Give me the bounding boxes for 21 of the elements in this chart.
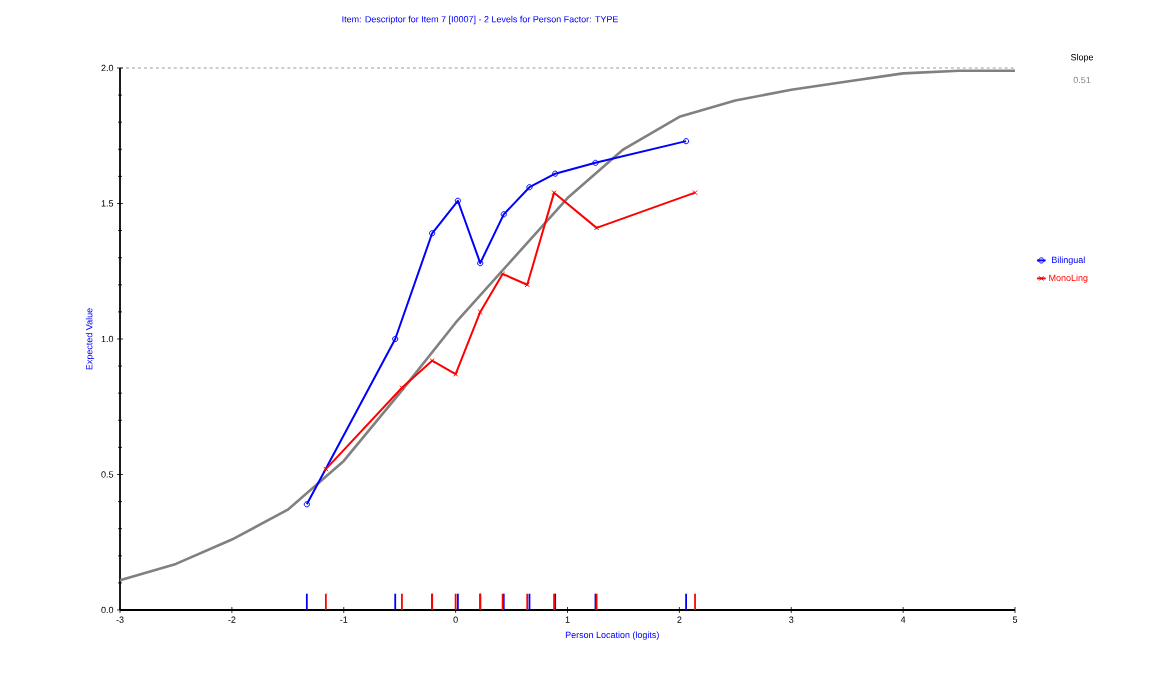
x-tick-label: 3 xyxy=(789,616,794,623)
x-tick-label: 2 xyxy=(677,616,682,623)
text: Slope xyxy=(1070,53,1094,63)
legend-label: MonoLing xyxy=(1049,274,1088,283)
x-tick-label: 5 xyxy=(1012,616,1018,623)
x-tick-label: 4 xyxy=(900,616,906,623)
chart-title: Item: Descriptor for Item 7 [I0007] - 2 Levels for Person Factor: TYPE xyxy=(342,15,618,25)
y-tick-label: 1.0 xyxy=(101,335,114,343)
x-tick-label: -3 xyxy=(116,616,124,623)
y-tick-label: 0.5 xyxy=(101,471,114,478)
x-tick-label: -1 xyxy=(340,616,348,623)
y-axis-title: Expected Value xyxy=(85,308,95,370)
x-tick-label: 0 xyxy=(453,616,458,623)
x-tick-label: -2 xyxy=(228,616,236,623)
y-tick-label: 2.0 xyxy=(101,64,114,72)
y-tick-label: 0.0 xyxy=(101,606,114,614)
text: 0.51 xyxy=(1073,76,1091,84)
legend-label: Bilingual xyxy=(1052,256,1085,265)
y-tick-label: 1.5 xyxy=(101,200,114,207)
x-tick-label: 1 xyxy=(565,616,570,623)
x-axis-title: Person Location (logits) xyxy=(565,631,659,640)
